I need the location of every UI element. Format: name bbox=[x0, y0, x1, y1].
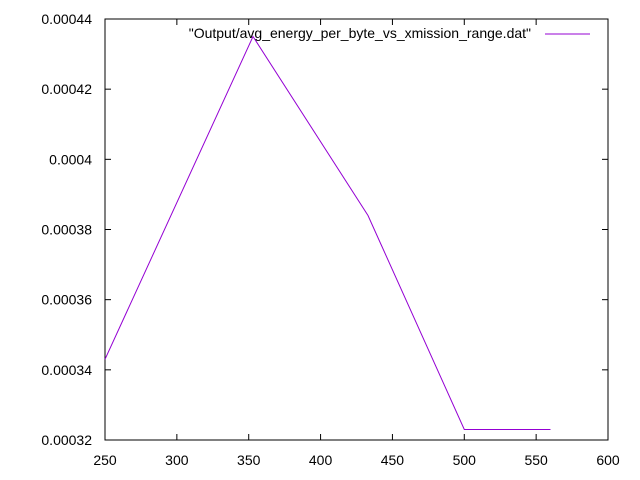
y-axis: 0.00032 0.00034 0.00036 0.00038 0.0004 0.0004… bbox=[41, 11, 608, 448]
series-layer bbox=[104, 35, 551, 430]
x-tick-label: 450 bbox=[381, 452, 405, 468]
plot-frame bbox=[104, 18, 609, 441]
x-tick-label: 600 bbox=[596, 452, 620, 468]
x-tick-label: 250 bbox=[93, 452, 117, 468]
legend: "Output/avg_energy_per_byte_vs_xmission_… bbox=[189, 25, 590, 41]
x-tick-label: 550 bbox=[524, 452, 548, 468]
y-tick-label: 0.00038 bbox=[41, 222, 92, 238]
y-tick-label: 0.00034 bbox=[41, 362, 92, 378]
y-tick-label: 0.00042 bbox=[41, 81, 92, 97]
x-tick-label: 400 bbox=[309, 452, 333, 468]
x-tick-label: 300 bbox=[165, 452, 189, 468]
y-tick-label: 0.0004 bbox=[49, 151, 92, 167]
y-tick-label: 0.00044 bbox=[41, 11, 92, 27]
legend-label: "Output/avg_energy_per_byte_vs_xmission_… bbox=[189, 25, 531, 41]
x-tick-label: 500 bbox=[453, 452, 477, 468]
x-tick-label: 350 bbox=[237, 452, 261, 468]
y-tick-label: 0.00036 bbox=[41, 292, 92, 308]
y-tick-label: 0.00032 bbox=[41, 432, 92, 448]
x-axis: 250 300 350 400 450 500 550 600 bbox=[93, 19, 620, 468]
series-line bbox=[104, 35, 551, 430]
